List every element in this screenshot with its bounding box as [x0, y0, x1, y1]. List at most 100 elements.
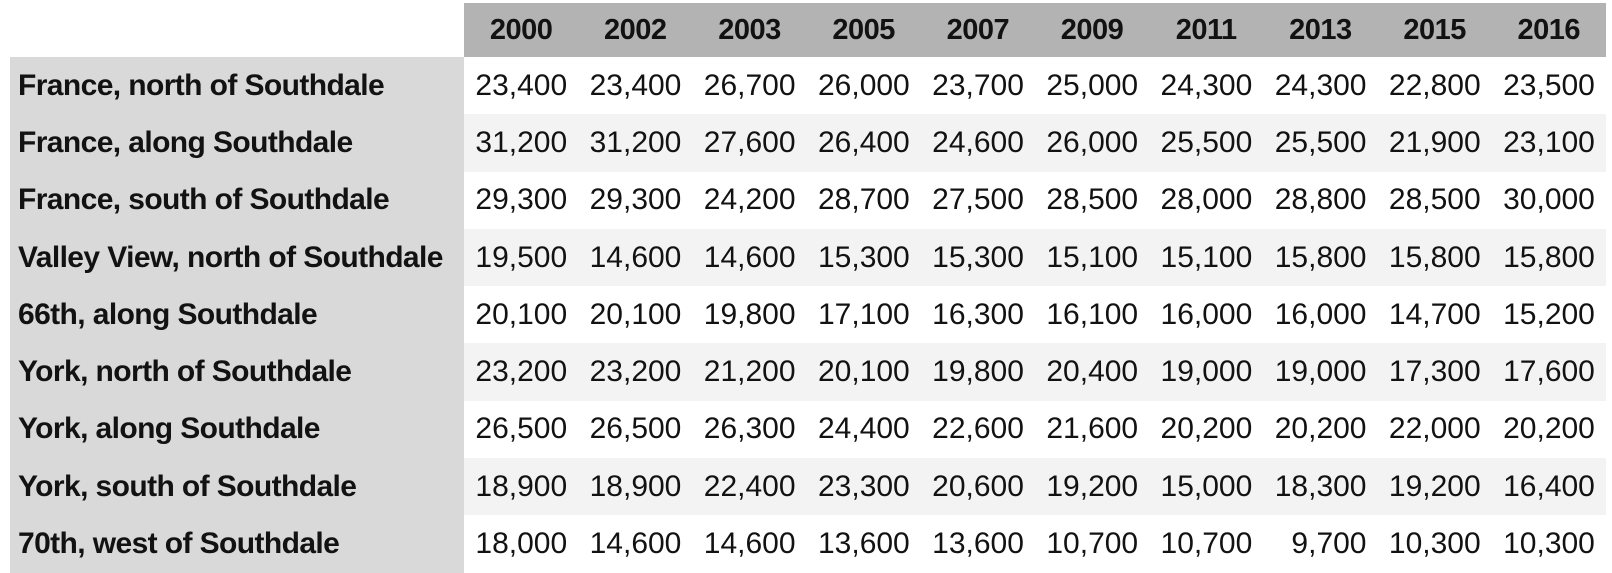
value-cell: 27,500 — [920, 171, 1035, 229]
value-cell: 13,600 — [920, 515, 1035, 573]
value-cell: 19,200 — [1034, 458, 1150, 516]
row-label: 66th, along Southdale — [10, 286, 464, 344]
column-header-2007: 2007 — [920, 3, 1035, 57]
value-cell: 16,300 — [920, 286, 1035, 344]
value-cell: 26,500 — [578, 400, 693, 459]
column-header-2009: 2009 — [1034, 3, 1150, 57]
value-cell: 20,600 — [920, 458, 1035, 516]
value-cell: 18,300 — [1263, 458, 1378, 516]
value-cell: 30,000 — [1491, 171, 1606, 229]
value-cell: 16,100 — [1034, 286, 1150, 344]
corner-cell — [10, 3, 464, 57]
value-cell: 14,600 — [692, 228, 807, 287]
year-data-table: 2000 2002 2003 2005 2007 2009 2011 2013 … — [10, 3, 1606, 573]
value-cell: 23,400 — [464, 57, 579, 115]
value-cell: 26,000 — [806, 57, 921, 115]
value-cell: 26,500 — [464, 400, 579, 459]
value-cell: 29,300 — [578, 171, 693, 229]
value-cell: 14,600 — [578, 228, 693, 287]
value-cell: 15,800 — [1377, 228, 1492, 287]
value-cell: 15,300 — [920, 228, 1035, 287]
value-cell: 29,300 — [464, 171, 579, 229]
row-label: Valley View, north of Southdale — [10, 228, 464, 287]
column-header-2011: 2011 — [1149, 3, 1264, 57]
value-cell: 23,100 — [1491, 114, 1606, 172]
value-cell: 25,000 — [1034, 57, 1150, 115]
value-cell: 26,300 — [692, 400, 807, 459]
row-label: France, south of Southdale — [10, 171, 464, 229]
value-cell: 16,000 — [1263, 286, 1378, 344]
row-label: 70th, west of Southdale — [10, 515, 464, 573]
value-cell: 31,200 — [578, 114, 693, 172]
value-cell: 19,800 — [692, 286, 807, 344]
value-cell: 13,600 — [806, 515, 921, 573]
value-cell: 26,400 — [806, 114, 921, 172]
row-label: York, along Southdale — [10, 400, 464, 459]
value-cell: 15,100 — [1034, 228, 1150, 287]
value-cell: 15,100 — [1149, 228, 1264, 287]
value-cell: 14,600 — [692, 515, 807, 573]
row-label: York, north of Southdale — [10, 343, 464, 401]
value-cell: 22,000 — [1377, 400, 1492, 459]
value-cell: 20,100 — [806, 343, 921, 401]
value-cell: 16,400 — [1491, 458, 1606, 516]
column-header-2016: 2016 — [1491, 3, 1606, 57]
value-cell: 18,900 — [464, 458, 579, 516]
value-cell: 24,300 — [1149, 57, 1264, 115]
value-cell: 22,400 — [692, 458, 807, 516]
value-cell: 20,200 — [1149, 400, 1264, 459]
value-cell: 10,700 — [1149, 515, 1264, 573]
value-cell: 28,000 — [1149, 171, 1264, 229]
value-cell: 23,400 — [578, 57, 693, 115]
value-cell: 20,100 — [464, 286, 579, 344]
value-cell: 22,800 — [1377, 57, 1492, 115]
value-cell: 23,300 — [806, 458, 921, 516]
value-cell: 28,500 — [1034, 171, 1150, 229]
value-cell: 31,200 — [464, 114, 579, 172]
value-cell: 21,600 — [1034, 400, 1150, 459]
value-cell: 14,600 — [578, 515, 693, 573]
value-cell: 25,500 — [1263, 114, 1378, 172]
value-cell: 19,500 — [464, 228, 579, 287]
value-cell: 18,000 — [464, 515, 579, 573]
row-label: France, north of Southdale — [10, 57, 464, 115]
value-cell: 24,300 — [1263, 57, 1378, 115]
column-header-2015: 2015 — [1377, 3, 1492, 57]
value-cell: 24,600 — [920, 114, 1035, 172]
value-cell: 19,200 — [1377, 458, 1492, 516]
value-cell: 24,200 — [692, 171, 807, 229]
value-cell: 26,000 — [1034, 114, 1150, 172]
value-cell: 20,400 — [1034, 343, 1150, 401]
value-cell: 23,500 — [1491, 57, 1606, 115]
value-cell: 20,200 — [1491, 400, 1606, 459]
value-cell: 17,300 — [1377, 343, 1492, 401]
value-cell: 15,800 — [1491, 228, 1606, 287]
value-cell: 15,300 — [806, 228, 921, 287]
value-cell: 9,700 — [1263, 515, 1378, 573]
value-cell: 28,800 — [1263, 171, 1378, 229]
column-header-2005: 2005 — [806, 3, 921, 57]
value-cell: 15,800 — [1263, 228, 1378, 287]
value-cell: 10,300 — [1491, 515, 1606, 573]
row-label: France, along Southdale — [10, 114, 464, 172]
value-cell: 19,800 — [920, 343, 1035, 401]
value-cell: 15,000 — [1149, 458, 1264, 516]
value-cell: 28,500 — [1377, 171, 1492, 229]
value-cell: 27,600 — [692, 114, 807, 172]
value-cell: 17,600 — [1491, 343, 1606, 401]
column-header-2002: 2002 — [578, 3, 693, 57]
column-header-2013: 2013 — [1263, 3, 1378, 57]
value-cell: 21,200 — [692, 343, 807, 401]
value-cell: 21,900 — [1377, 114, 1492, 172]
value-cell: 10,300 — [1377, 515, 1492, 573]
value-cell: 16,000 — [1149, 286, 1264, 344]
value-cell: 17,100 — [806, 286, 921, 344]
value-cell: 10,700 — [1034, 515, 1150, 573]
value-cell: 25,500 — [1149, 114, 1264, 172]
value-cell: 23,200 — [578, 343, 693, 401]
value-cell: 19,000 — [1263, 343, 1378, 401]
value-cell: 22,600 — [920, 400, 1035, 459]
value-cell: 18,900 — [578, 458, 693, 516]
value-cell: 20,200 — [1263, 400, 1378, 459]
value-cell: 23,200 — [464, 343, 579, 401]
